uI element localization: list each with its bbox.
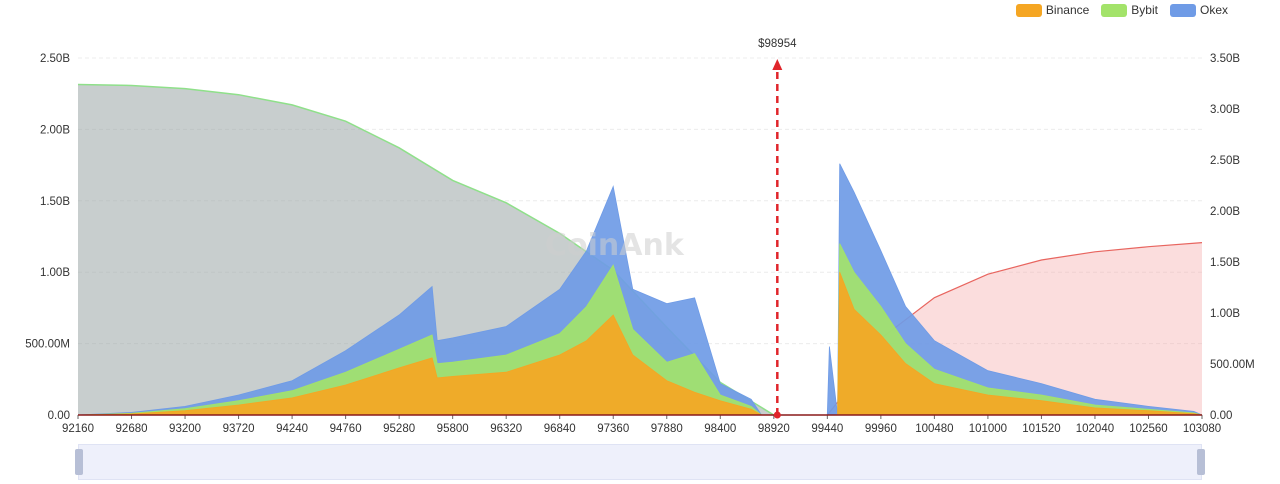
- current-price-marker[interactable]: $98954: [758, 38, 797, 419]
- zoom-handle-left[interactable]: [75, 449, 83, 475]
- x-tick-label: 100480: [915, 423, 953, 435]
- x-tick-label: 99960: [865, 423, 897, 435]
- zoom-slider[interactable]: [75, 444, 1205, 480]
- x-tick-label: 98400: [704, 423, 736, 435]
- x-tick-label: 102560: [1129, 423, 1167, 435]
- legend-item-bybit[interactable]: Bybit: [1101, 3, 1158, 17]
- current-price-dot: [773, 411, 781, 419]
- y-left-tick-label: 1.00B: [40, 267, 70, 279]
- watermark-text: CoinAnk: [545, 228, 685, 263]
- y-left-tick-label: 0.00: [48, 410, 70, 422]
- legend-label-binance: Binance: [1045, 3, 1090, 17]
- y-right-tick-label: 3.00B: [1210, 104, 1240, 116]
- x-tick-label: 101520: [1022, 423, 1060, 435]
- exchange-bars: [77, 163, 1203, 416]
- y-right-tick-label: 0.00: [1210, 410, 1232, 422]
- x-tick-label: 93720: [223, 423, 255, 435]
- zoom-handle-right[interactable]: [1197, 449, 1205, 475]
- x-tick-label: 102040: [1076, 423, 1114, 435]
- x-tick-label: 94760: [330, 423, 362, 435]
- legend-swatch-binance: [1015, 3, 1042, 17]
- axes: 0.00 500.00M 1.00B 1.50B 2.00B 2.50B 0.00 500.0…: [25, 53, 1255, 435]
- legend-item-okex[interactable]: Okex: [1169, 3, 1228, 17]
- x-tick-label: 103080: [1183, 423, 1221, 435]
- y-right-tick-label: 1.00B: [1210, 308, 1240, 320]
- x-tick-label: 98920: [758, 423, 790, 435]
- x-tick-label: 96320: [490, 423, 522, 435]
- x-tick-label: 92160: [62, 423, 94, 435]
- x-tick-label: 94240: [276, 423, 308, 435]
- chart-svg: 0.00 500.00M 1.00B 1.50B 2.00B 2.50B 0.00 500.0…: [25, 38, 1255, 435]
- legend: Binance Bybit Okex: [1015, 3, 1228, 17]
- legend-swatch-okex: [1169, 3, 1196, 17]
- series-area-bybit: [77, 243, 1203, 416]
- legend-label-okex: Okex: [1199, 3, 1228, 17]
- y-right-tick-label: 1.50B: [1210, 257, 1240, 269]
- x-tick-label: 96840: [544, 423, 576, 435]
- y-right-tick-label: 2.50B: [1210, 155, 1240, 167]
- x-tick-label: 95280: [383, 423, 415, 435]
- x-tick-label: 97880: [651, 423, 683, 435]
- x-tick-label: 97360: [597, 423, 629, 435]
- current-price-arrow: [772, 59, 783, 70]
- y-right-tick-label: 2.00B: [1210, 206, 1240, 218]
- x-tick-label: 101000: [969, 423, 1007, 435]
- x-tick-label: 99440: [811, 423, 843, 435]
- legend-item-binance[interactable]: Binance: [1015, 3, 1090, 17]
- x-tick-label: 95800: [437, 423, 469, 435]
- y-right-tick-label: 500.00M: [1210, 359, 1255, 371]
- y-right-tick-label: 3.50B: [1210, 53, 1240, 65]
- y-left-tick-label: 500.00M: [25, 339, 70, 351]
- y-left-tick-label: 2.50B: [40, 53, 70, 65]
- legend-swatch-bybit: [1101, 3, 1128, 17]
- current-price-label: $98954: [758, 38, 797, 50]
- y-left-tick-label: 1.50B: [40, 196, 70, 208]
- series-area-okex: [77, 163, 1203, 416]
- legend-label-bybit: Bybit: [1131, 3, 1158, 17]
- series-area-binance: [77, 272, 1203, 416]
- x-tick-label: 93200: [169, 423, 201, 435]
- y-left-tick-label: 2.00B: [40, 124, 70, 136]
- x-tick-label: 92680: [116, 423, 148, 435]
